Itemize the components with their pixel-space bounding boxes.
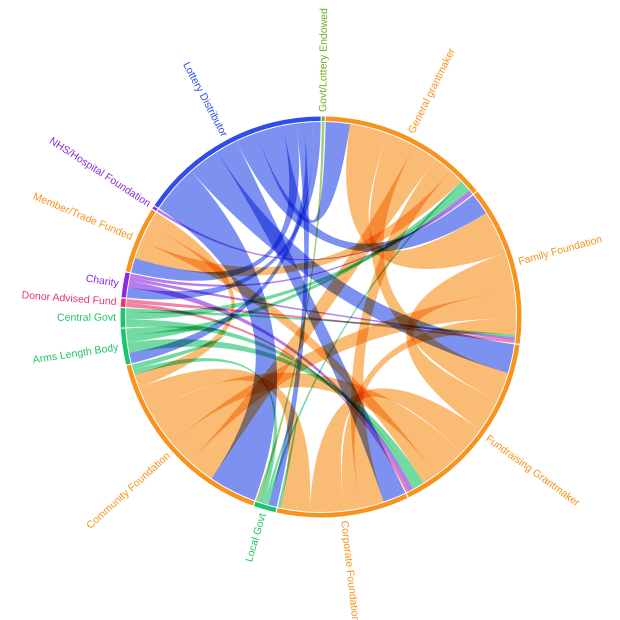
arc-family[interactable] — [473, 191, 522, 344]
arc-central-govt[interactable] — [120, 308, 126, 328]
label-member-trade: Member/Trade Funded — [31, 190, 134, 243]
arc-member-trade[interactable] — [125, 209, 156, 273]
label-corporate: Corporate Foundation — [338, 520, 361, 620]
arc-arms-length[interactable] — [120, 328, 131, 365]
arc-nhs[interactable] — [152, 206, 158, 211]
label-general: General grantmaker — [406, 46, 458, 136]
label-community: Community Foundation — [84, 450, 173, 532]
ribbon-corporate-to-community[interactable] — [139, 368, 311, 512]
ribbon-donor-advised-to-family[interactable] — [126, 298, 515, 344]
arc-donor-advised[interactable] — [120, 298, 126, 308]
arc-corporate[interactable] — [276, 493, 408, 518]
ribbon-general-to-member-trade[interactable] — [135, 171, 462, 276]
ribbon-charity-to-general[interactable] — [130, 190, 471, 287]
ribbon-family-to-community[interactable] — [171, 290, 516, 462]
ribbon-family-to-fundraising[interactable] — [406, 253, 515, 430]
ribbon-arms-length-to-fundraising[interactable] — [127, 339, 424, 487]
ribbon-central-govt-to-family[interactable] — [126, 308, 516, 338]
arc-lottery[interactable] — [154, 116, 321, 208]
ribbon-local-govt-to-corporate[interactable] — [263, 411, 298, 508]
ribbon-arms-length-to-community[interactable] — [126, 326, 226, 370]
ribbon-lottery-to-member-trade[interactable] — [131, 123, 300, 281]
ribbon-general-to-family[interactable] — [346, 124, 506, 269]
ribbon-lottery-to-general[interactable] — [256, 122, 351, 223]
ribbon-charity-to-family[interactable] — [129, 277, 515, 341]
arc-local-govt[interactable] — [253, 501, 277, 513]
ribbon-lottery-to-fundraising[interactable] — [191, 151, 515, 373]
label-family: Family Foundation — [517, 233, 604, 268]
label-charity: Charity — [85, 273, 120, 290]
arc-layer — [120, 116, 522, 518]
label-donor-advised: Donor Advised Fund — [21, 289, 117, 308]
ribbon-general-to-fundraising[interactable] — [369, 133, 508, 401]
ribbon-fundraising-to-corporate[interactable] — [309, 388, 481, 512]
ribbon-fundraising-to-community[interactable] — [150, 372, 462, 475]
ribbon-fundraising-to-member-trade[interactable] — [141, 225, 436, 483]
label-lottery: Lottery Distributor — [180, 60, 230, 139]
arc-govt-lottery[interactable] — [321, 116, 325, 122]
ribbon-layer — [126, 122, 516, 512]
label-central-govt: Central Govt — [57, 312, 116, 324]
label-local-govt: Local Govt — [243, 512, 269, 564]
label-arms-length: Arms Length Body — [32, 341, 120, 366]
label-govt-lottery: Govt/Lottery Endowed — [317, 8, 330, 112]
label-fundraising: Fundraising Grantmaker — [483, 433, 582, 510]
label-nhs: NHS/Hospital Foundation — [47, 135, 153, 210]
arc-charity[interactable] — [121, 272, 130, 298]
